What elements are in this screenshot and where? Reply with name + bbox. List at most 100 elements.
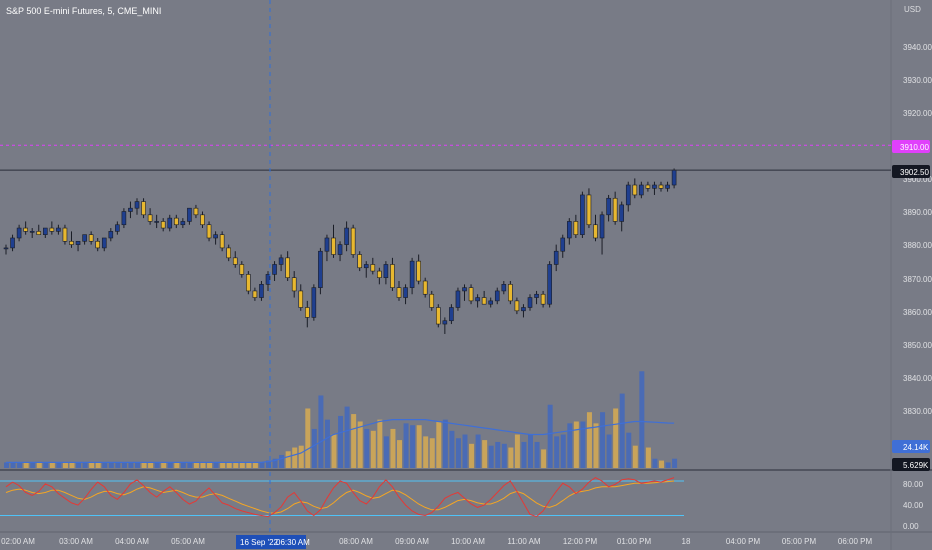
volume-bar (324, 419, 330, 468)
volume-bar (200, 462, 206, 468)
candle-body (475, 297, 480, 302)
candle (599, 211, 605, 255)
candle (278, 254, 284, 272)
candle-body (435, 307, 441, 325)
candle (593, 214, 598, 242)
candle (36, 224, 42, 235)
candle (494, 287, 500, 305)
volume-bar (377, 419, 383, 468)
candle (101, 237, 107, 252)
candle-body (560, 237, 566, 252)
candle-body (69, 240, 74, 245)
candle (304, 300, 310, 328)
volume-bar (102, 462, 108, 468)
candle-body (23, 227, 28, 232)
volume-bar (246, 462, 252, 468)
volume-bar (331, 434, 337, 468)
candle-body (403, 287, 408, 298)
candle (82, 234, 87, 245)
candle (49, 221, 55, 235)
volume-bar (573, 421, 579, 468)
volume-bar (665, 462, 671, 468)
volume-bar (10, 462, 16, 468)
price-axis[interactable]: 3940.00 3930.00 3920.00 3900.00 3890.00 … (903, 43, 932, 416)
candle-body (501, 284, 507, 292)
candle (75, 240, 81, 252)
candle (187, 207, 192, 225)
volume-bar (397, 440, 402, 468)
volume-bar (4, 462, 9, 468)
candle (455, 287, 461, 311)
time-tick-label: 05:00 AM (171, 537, 205, 546)
candle (658, 181, 664, 192)
candle (108, 228, 114, 242)
volume-bar (128, 462, 134, 468)
volume-bar (272, 458, 278, 468)
price-tick-label: 3860.00 (903, 308, 932, 317)
candle (167, 214, 173, 232)
candle (56, 224, 61, 235)
candle-body (449, 307, 454, 322)
candle-body (455, 290, 461, 308)
candle-body (134, 201, 140, 209)
candle (219, 231, 225, 252)
candle (232, 251, 238, 268)
volume-label: 5.629K (903, 461, 929, 470)
candle (521, 304, 526, 318)
chart-title: S&P 500 E-mini Futures, 5, CME_MINI (6, 6, 161, 16)
volume-bar (239, 462, 245, 468)
volume-bar (220, 462, 226, 468)
candle-body (344, 227, 349, 245)
candle-body (639, 184, 644, 196)
candle-body (101, 237, 107, 249)
candle (311, 284, 317, 321)
candle-body (121, 211, 127, 226)
volume-bar (187, 462, 193, 468)
candle (409, 257, 415, 295)
candle-body (442, 320, 448, 325)
candle-body (521, 307, 526, 312)
oscillator-layer (0, 477, 684, 518)
candle-body (304, 307, 310, 318)
candle-body (187, 207, 192, 222)
candle (363, 261, 369, 278)
candle-body (586, 194, 592, 226)
last-price-badge (892, 165, 930, 178)
candle-body (167, 217, 173, 229)
time-tick-label: 04:00 AM (115, 537, 149, 546)
price-tick-label: 3830.00 (903, 407, 932, 416)
candle (462, 284, 467, 301)
volume-bar (462, 434, 468, 468)
time-axis[interactable]: 02:00 AM 03:00 AM 04:00 AM 05:00 AM 08:0… (1, 537, 872, 546)
volume-bar (213, 462, 219, 468)
last-price-label: 3902.50 (900, 168, 929, 177)
candle-body (625, 184, 631, 206)
time-tick-label: 01:00 PM (617, 537, 652, 546)
candle-body (508, 284, 513, 302)
candle-body (232, 257, 238, 265)
candle (285, 251, 290, 282)
volume-bar (567, 423, 573, 468)
volume-bar (508, 447, 514, 468)
alert-price-badge[interactable] (892, 140, 930, 153)
candle-body (226, 247, 231, 259)
volume-bar (580, 421, 586, 468)
volume-bar (233, 462, 239, 468)
candle-body (324, 237, 330, 252)
candle (318, 247, 323, 295)
candle-body (652, 184, 657, 189)
candle-body (128, 207, 133, 212)
volume-bar (659, 460, 664, 468)
volume-bar (482, 440, 488, 468)
candle (252, 287, 258, 301)
candle-body (95, 240, 100, 249)
candle-body (396, 287, 402, 298)
volume-bar (167, 462, 173, 468)
candle (501, 281, 507, 295)
volume-bar (36, 462, 42, 468)
candle (586, 188, 592, 229)
volume-bar (560, 434, 566, 468)
volume-bar (95, 462, 101, 468)
candle-body (49, 227, 55, 232)
